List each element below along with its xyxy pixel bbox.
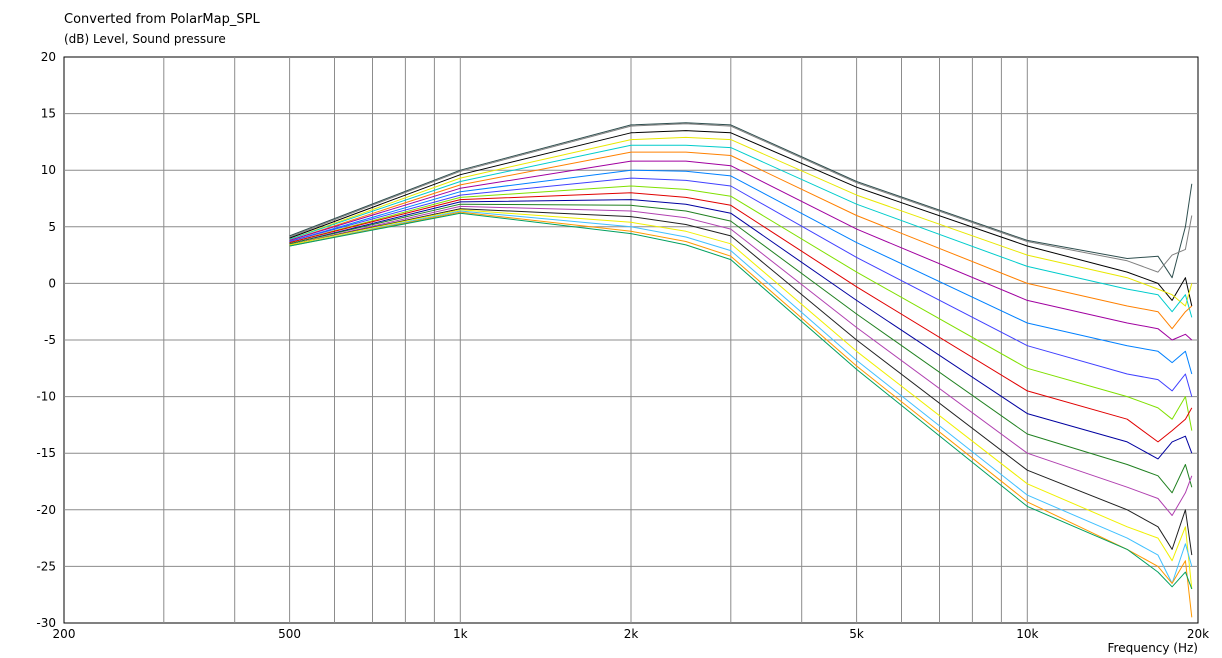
y-tick-label: 5 — [48, 220, 56, 234]
y-tick-label: -30 — [36, 616, 56, 630]
y-tick-label: -10 — [36, 390, 56, 404]
series-line-6 — [289, 151, 1193, 330]
y-tick-label: -25 — [36, 559, 56, 573]
series-line-9 — [289, 177, 1193, 397]
chart-y-axis-label: (dB) Level, Sound pressure — [64, 32, 226, 46]
series-line-14 — [289, 205, 1193, 516]
y-tick-labels: 20 15 10 5 0 -5 -10 -15 -20 -25 -30 — [36, 50, 56, 630]
x-tick-label: 1k — [453, 627, 468, 641]
series-line-7 — [289, 160, 1193, 341]
series-line-8 — [289, 169, 1193, 375]
series-line-11 — [289, 192, 1193, 443]
y-tick-label: -20 — [36, 503, 56, 517]
series-line-16 — [289, 209, 1193, 590]
y-tick-label: 10 — [41, 163, 56, 177]
x-tick-labels: 200 500 1k 2k 5k 10k 20k — [53, 627, 1210, 641]
y-tick-label: 20 — [41, 50, 56, 64]
series-line-2 — [289, 123, 1193, 273]
y-tick-label: 0 — [48, 276, 56, 290]
chart-title: Converted from PolarMap_SPL — [64, 12, 260, 27]
y-tick-label: -5 — [44, 333, 56, 347]
series-line-15 — [289, 208, 1193, 556]
x-tick-label: 20k — [1187, 627, 1209, 641]
y-tick-label: -15 — [36, 446, 56, 460]
series-line-19 — [289, 212, 1193, 590]
grid-lines — [64, 57, 1198, 623]
series-layer — [289, 122, 1193, 618]
series-line-1 — [289, 122, 1193, 279]
series-line-12 — [289, 199, 1193, 460]
series-line-10 — [289, 185, 1193, 431]
series-line-17 — [289, 210, 1193, 584]
series-line-5 — [289, 144, 1193, 318]
series-line-18 — [289, 211, 1193, 618]
x-tick-label: 500 — [278, 627, 301, 641]
series-line-4 — [289, 136, 1193, 307]
y-tick-label: 15 — [41, 107, 56, 121]
series-line-13 — [289, 203, 1193, 494]
x-tick-label: 5k — [849, 627, 864, 641]
x-tick-label: 2k — [624, 627, 639, 641]
x-axis-label: Frequency (Hz) — [1108, 641, 1199, 655]
x-tick-label: 200 — [53, 627, 76, 641]
x-tick-label: 10k — [1016, 627, 1038, 641]
